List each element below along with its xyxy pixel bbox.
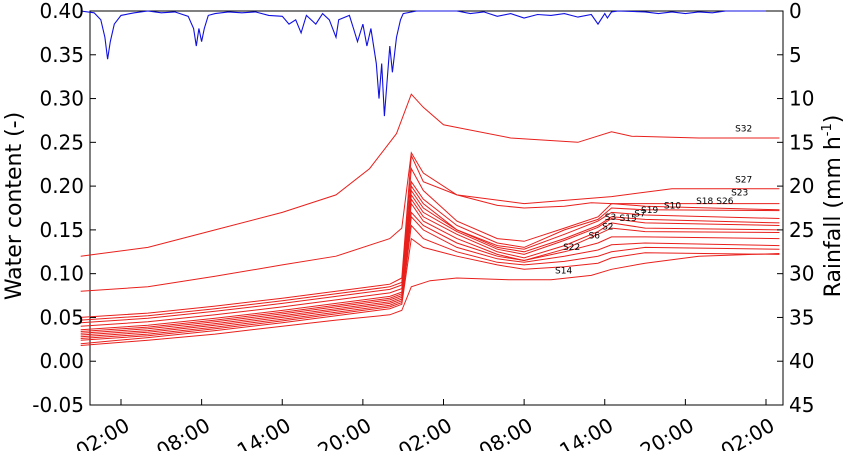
series-line-s3 bbox=[80, 202, 780, 336]
series-label-s10: S10 bbox=[664, 202, 681, 212]
series-line-s22 bbox=[80, 224, 780, 341]
y-right-tick-label: 40 bbox=[789, 349, 814, 373]
x-tick-label: 02:00 bbox=[394, 413, 456, 451]
series-label-s18: S18 bbox=[696, 197, 713, 207]
series-label-s7: S7 bbox=[634, 210, 645, 220]
series-line-s14 bbox=[80, 253, 780, 346]
y-axis-right-title: Rainfall (mm h-1) bbox=[820, 115, 846, 298]
x-tick-label: 08:00 bbox=[475, 413, 537, 451]
series-line-s10 bbox=[80, 184, 780, 327]
x-tick-label: 02:00 bbox=[72, 413, 134, 451]
y-right-tick-label: 45 bbox=[789, 393, 814, 417]
y-left-tick-label: 0.40 bbox=[39, 0, 84, 23]
series-line-s32 bbox=[80, 93, 780, 257]
series-label-s22: S22 bbox=[563, 243, 580, 253]
x-tick-label: 14:00 bbox=[233, 413, 295, 451]
y-right-tick-label: 35 bbox=[789, 305, 814, 329]
x-tick-label: 20:00 bbox=[313, 413, 375, 451]
y-left-tick-label: 0.20 bbox=[39, 174, 84, 198]
series-line-s26 bbox=[80, 166, 780, 321]
y-axis-left-title: Water content (-) bbox=[2, 112, 27, 300]
series-label-s15: S15 bbox=[620, 214, 637, 224]
series-label-s19: S19 bbox=[641, 206, 658, 216]
series-label-s14: S14 bbox=[555, 266, 572, 276]
y-right-tick-label: 10 bbox=[789, 87, 814, 111]
y-axis-left: 0.40 0.35 0.30 0.25 0.20 0.15 0.10 0.05 0.00 -0.0… bbox=[32, 0, 96, 417]
series-line-s6 bbox=[80, 215, 780, 339]
y-axis-right-title-main: Rainfall (mm h bbox=[821, 136, 846, 297]
y-left-tick-label: 0.25 bbox=[39, 130, 84, 154]
series-label-s3: S3 bbox=[605, 213, 616, 223]
water-content-series bbox=[80, 93, 780, 346]
y-right-tick-label: 0 bbox=[789, 0, 802, 23]
series-line-s2 bbox=[80, 211, 780, 338]
x-axis: 02:00 08:00 14:00 20:00 02:00 08:00 14:00 20:00… bbox=[72, 399, 779, 451]
y-left-tick-label: -0.05 bbox=[32, 393, 84, 417]
y-right-tick-label: 5 bbox=[789, 43, 802, 67]
series-label-s6: S6 bbox=[589, 231, 601, 241]
series-line-s15 bbox=[80, 197, 780, 334]
series-label-s26: S26 bbox=[716, 197, 733, 207]
y-axis-right: 0 5 10 15 20 25 30 35 40 45 bbox=[777, 0, 814, 417]
series-line-s23 bbox=[80, 153, 780, 318]
y-right-tick-label: 20 bbox=[789, 174, 814, 198]
x-tick-label: 14:00 bbox=[555, 413, 617, 451]
y-left-tick-label: 0.10 bbox=[39, 262, 84, 286]
y-left-tick-label: 0.30 bbox=[39, 87, 84, 111]
y-right-tick-label: 15 bbox=[789, 130, 814, 154]
y-left-tick-label: 0.35 bbox=[39, 43, 84, 67]
series-line-s7 bbox=[80, 193, 780, 332]
y-right-tick-label: 30 bbox=[789, 262, 814, 286]
rainfall-line bbox=[80, 10, 766, 117]
series-label-s32: S32 bbox=[735, 125, 752, 135]
y-left-tick-label: 0.15 bbox=[39, 218, 84, 242]
y-right-tick-label: 25 bbox=[789, 218, 814, 242]
series-line-s18 bbox=[80, 180, 780, 324]
series-line-s27 bbox=[80, 151, 780, 292]
y-left-tick-label: 0.05 bbox=[39, 305, 84, 329]
y-axis-right-title-close: ) bbox=[821, 115, 846, 124]
y-axis-right-title-superscript: -1 bbox=[820, 123, 835, 136]
x-tick-label: 02:00 bbox=[717, 413, 779, 451]
series-label-s23: S23 bbox=[731, 189, 748, 199]
series-line-s_extra bbox=[80, 237, 780, 345]
x-tick-label: 20:00 bbox=[636, 413, 698, 451]
y-left-tick-label: 0.00 bbox=[39, 349, 84, 373]
series-label-s2: S2 bbox=[602, 223, 613, 233]
x-tick-label: 08:00 bbox=[152, 413, 214, 451]
series-label-s27: S27 bbox=[735, 175, 752, 185]
rainfall-series bbox=[80, 10, 766, 117]
series-line-s19 bbox=[80, 189, 780, 331]
